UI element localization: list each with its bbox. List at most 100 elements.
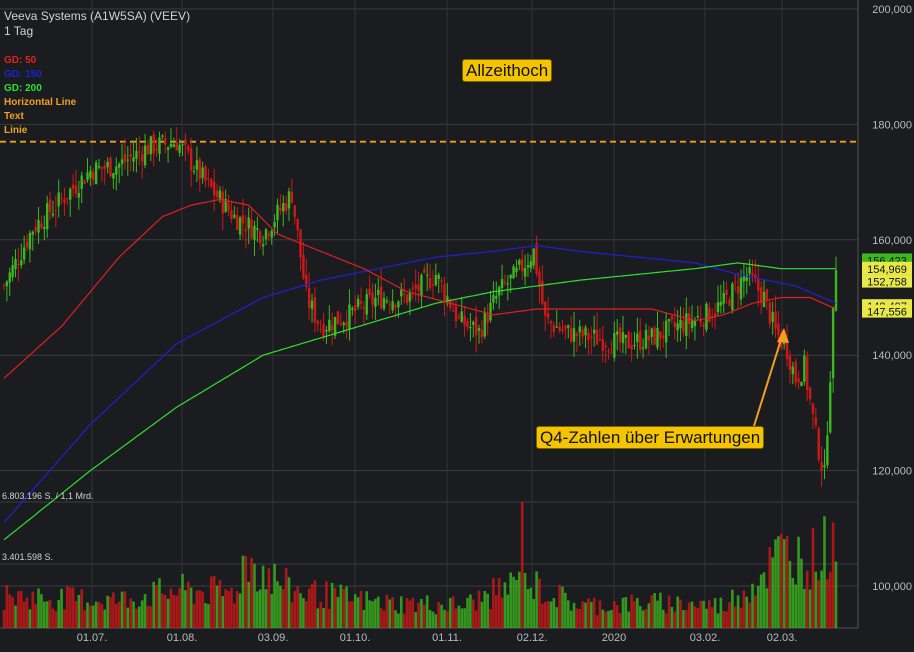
volume-bar bbox=[503, 582, 507, 628]
candle-body bbox=[515, 267, 518, 272]
candle-body bbox=[607, 350, 610, 352]
annotation-arrow-shaft bbox=[753, 329, 785, 427]
candle-body bbox=[143, 145, 147, 166]
candle-body bbox=[158, 137, 161, 154]
volume-bar bbox=[215, 585, 219, 628]
volume-bar bbox=[538, 578, 541, 628]
candle-body bbox=[28, 232, 32, 250]
candle-body bbox=[259, 231, 262, 244]
volume-bar bbox=[399, 596, 403, 628]
volume-bar bbox=[66, 585, 69, 628]
candle-body bbox=[20, 260, 23, 266]
volume-bar bbox=[664, 613, 668, 628]
candle-body bbox=[584, 327, 587, 336]
candle-body bbox=[106, 162, 109, 168]
candle-body bbox=[711, 317, 714, 319]
candle-body bbox=[31, 231, 34, 235]
legend-horizontal-line: Horizontal Line bbox=[4, 97, 77, 108]
candle-body bbox=[834, 270, 838, 311]
volume-bar bbox=[293, 590, 297, 628]
volume-bar bbox=[719, 597, 723, 628]
candle-body bbox=[14, 258, 17, 269]
volume-bar bbox=[178, 587, 181, 628]
candle-body bbox=[561, 328, 564, 332]
volume-bar bbox=[483, 590, 487, 628]
volume-bar bbox=[307, 588, 311, 628]
volume-bar bbox=[780, 534, 783, 628]
volume-scale-mid: 3.401.598 S. bbox=[2, 552, 54, 562]
candle-body bbox=[391, 301, 394, 311]
candle-body bbox=[328, 319, 331, 332]
volume-bar bbox=[745, 596, 749, 628]
candle-body bbox=[474, 317, 478, 336]
volume-bar bbox=[489, 609, 492, 628]
candle-body bbox=[25, 241, 29, 248]
volume-bar bbox=[247, 581, 251, 628]
volume-bar bbox=[696, 608, 700, 628]
candle-body bbox=[400, 289, 403, 297]
volume-bar bbox=[647, 603, 651, 628]
candle-body bbox=[434, 275, 438, 286]
candle-body bbox=[146, 145, 150, 155]
candle-body bbox=[480, 329, 484, 338]
date-tick-label: 02.03. bbox=[767, 632, 798, 644]
candle-body bbox=[696, 316, 700, 318]
volume-bar bbox=[342, 588, 346, 628]
volume-bar bbox=[684, 609, 688, 628]
candle-body bbox=[117, 164, 121, 168]
candle-body bbox=[235, 214, 239, 230]
volume-bar bbox=[425, 595, 429, 628]
volume-bar bbox=[328, 608, 331, 628]
volume-bar bbox=[633, 601, 636, 628]
candle-body bbox=[371, 292, 374, 305]
volume-bar bbox=[192, 603, 196, 628]
candle-body bbox=[94, 162, 98, 185]
volume-bar bbox=[276, 581, 279, 628]
candle-body bbox=[244, 229, 248, 232]
candle-body bbox=[293, 205, 296, 217]
volume-bar bbox=[284, 567, 288, 628]
volume-bar bbox=[661, 609, 665, 628]
volume-bar bbox=[569, 610, 573, 628]
candle-body bbox=[86, 172, 89, 181]
candle-body bbox=[685, 313, 688, 336]
annotation-arrow bbox=[753, 328, 789, 427]
volume-bar bbox=[77, 594, 81, 628]
volume-bar bbox=[175, 595, 179, 628]
volume-bar bbox=[561, 586, 564, 628]
volume-bar bbox=[123, 591, 127, 628]
candle-body bbox=[319, 328, 322, 330]
candle-body bbox=[538, 271, 541, 287]
volume-bar bbox=[117, 601, 121, 628]
volume-bar bbox=[351, 601, 354, 628]
volume-bar bbox=[86, 602, 89, 628]
candle-body bbox=[120, 159, 124, 165]
volume-bar bbox=[423, 604, 426, 628]
candle-body bbox=[238, 217, 242, 235]
volume-bar bbox=[31, 591, 35, 628]
volume-bar bbox=[51, 608, 55, 628]
volume-bar bbox=[673, 611, 677, 628]
volume-bar bbox=[184, 590, 187, 628]
candle-body bbox=[667, 319, 671, 322]
candle-body bbox=[345, 322, 348, 327]
volume-bar bbox=[11, 596, 14, 628]
date-tick-label: 02.12. bbox=[517, 632, 548, 644]
axes: 200,000 180,000 160,000 140,000 120,000 100,0… bbox=[77, 4, 912, 644]
candle-body bbox=[831, 306, 835, 379]
date-tick-label: 01.10. bbox=[340, 632, 371, 644]
candle-body bbox=[296, 218, 299, 230]
candle-body bbox=[541, 280, 544, 304]
volume-bar bbox=[828, 571, 832, 628]
volume-bar bbox=[264, 589, 268, 628]
volume-bar bbox=[71, 587, 75, 628]
volume-bar bbox=[518, 571, 521, 628]
candle-body bbox=[624, 335, 628, 338]
candle-body bbox=[558, 326, 561, 331]
candle-body bbox=[316, 320, 319, 325]
candle-body bbox=[290, 191, 294, 203]
candle-body bbox=[83, 180, 86, 184]
volume-bar bbox=[457, 605, 461, 628]
candle-body bbox=[679, 319, 682, 328]
volume-bar bbox=[235, 590, 239, 628]
